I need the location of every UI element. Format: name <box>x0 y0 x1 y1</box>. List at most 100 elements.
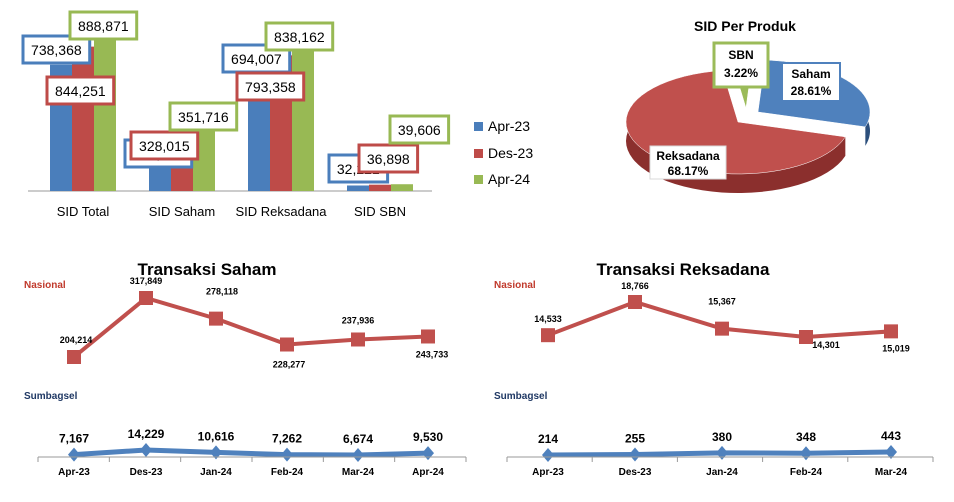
legend-label-apr24: Apr-24 <box>488 171 530 187</box>
point-nasional <box>351 332 365 347</box>
bar-value-label: 844,251 <box>55 83 106 99</box>
point-sumbagsel <box>542 448 554 462</box>
value-label-sumbagsel: 255 <box>625 431 645 445</box>
bar-value-label: 793,358 <box>245 79 296 95</box>
pie-label-value-saham: 28.61% <box>791 84 832 98</box>
line-category-label: Apr-23 <box>58 467 90 478</box>
point-sumbagsel <box>629 447 641 462</box>
point-sumbagsel <box>281 447 293 462</box>
value-label-sumbagsel: 9,530 <box>413 430 443 444</box>
value-label-nasional: 15,367 <box>708 297 736 307</box>
point-sumbagsel <box>352 448 364 462</box>
point-nasional <box>799 330 813 344</box>
point-nasional <box>67 350 81 364</box>
value-label-nasional: 228,277 <box>273 360 306 370</box>
series-label-nasional: Nasional <box>494 280 536 291</box>
sid-bar-chart: SID Total SID Saham SID Reksadana SID SBN 7… <box>21 10 533 219</box>
point-nasional <box>628 295 642 309</box>
legend-label-des23: Des-23 <box>488 145 533 161</box>
value-label-nasional: 317,849 <box>130 276 163 286</box>
bar-value-label: 888,871 <box>78 18 129 34</box>
bar-value-label: 838,162 <box>274 29 325 45</box>
bar-apr24-sid-reksadana <box>292 47 314 191</box>
pie-label-name-reksadana: Reksadana <box>656 149 720 163</box>
line-category-label: Mar-24 <box>342 467 375 478</box>
value-label-nasional: 243,733 <box>416 349 449 359</box>
pie-title: SID Per Produk <box>694 18 796 34</box>
line-chart-title: Transaksi Saham <box>138 260 277 279</box>
line-category-label: Apr-24 <box>412 467 444 478</box>
bar-category-label: SID Total <box>57 204 110 219</box>
point-sumbagsel <box>716 445 728 460</box>
bar-apr23-sid-reksadana <box>248 72 270 191</box>
line-category-label: Apr-23 <box>532 467 564 478</box>
pie-label-name-saham: Saham <box>791 67 830 81</box>
line-category-label: Feb-24 <box>271 467 304 478</box>
pie-label-value-sbn: 3.22% <box>724 66 758 80</box>
legend-swatch-apr23 <box>474 122 483 131</box>
line-category-label: Jan-24 <box>706 467 738 478</box>
bar-category-label: SID Saham <box>149 204 215 219</box>
bar-apr24-sid-total <box>94 39 116 191</box>
bar-value-label: 36,898 <box>367 151 410 167</box>
bar-category-label: SID SBN <box>354 204 406 219</box>
legend-swatch-des23 <box>474 149 483 158</box>
point-nasional <box>541 328 555 343</box>
line-nasional <box>72 295 429 359</box>
pie-label-box-sbn <box>712 41 770 89</box>
line-category-label: Des-23 <box>130 467 163 478</box>
bar-value-box <box>168 101 239 132</box>
value-label-nasional: 204,214 <box>60 335 93 345</box>
bar-value-label: 328,015 <box>139 138 190 154</box>
bar-value-label: 694,007 <box>231 51 282 67</box>
point-sumbagsel <box>422 446 434 461</box>
point-nasional <box>715 321 729 336</box>
bar-value-label: 351,716 <box>178 109 229 125</box>
line-category-label: Mar-24 <box>875 467 908 478</box>
point-sumbagsel <box>210 445 222 460</box>
value-label-nasional: 278,118 <box>206 287 238 297</box>
pie-label-box-reksadana <box>649 145 727 180</box>
bar-value-box <box>68 10 139 41</box>
bar-des23-sid-sbn <box>369 184 391 191</box>
series-label-sumbagsel: Sumbagsel <box>494 391 548 402</box>
legend-swatch-apr24 <box>474 175 483 184</box>
bar-value-box <box>388 114 451 145</box>
value-label-sumbagsel: 6,674 <box>343 432 373 446</box>
value-label-sumbagsel: 348 <box>796 430 816 444</box>
value-label-nasional: 14,533 <box>534 314 562 324</box>
value-label-sumbagsel: 7,167 <box>59 432 89 446</box>
value-label-sumbagsel: 10,616 <box>198 429 235 443</box>
point-sumbagsel <box>140 443 152 457</box>
pie-label-value-reksadana: 68.17% <box>668 164 709 178</box>
point-nasional <box>209 311 223 326</box>
point-sumbagsel <box>800 446 812 461</box>
bar-value-box <box>357 143 420 174</box>
value-label-nasional: 237,936 <box>342 315 375 325</box>
line-sumbagsel <box>73 447 429 458</box>
bar-value-box <box>235 71 306 102</box>
value-label-sumbagsel: 380 <box>712 430 732 444</box>
point-nasional <box>139 291 153 305</box>
pie-label-name-sbn: SBN <box>728 48 753 62</box>
bar-value-box <box>45 75 116 106</box>
point-sumbagsel <box>68 447 80 462</box>
value-label-nasional: 18,766 <box>621 281 649 291</box>
value-label-sumbagsel: 14,229 <box>128 427 165 441</box>
transaksi-reksadana-chart: Transaksi Reksadana Nasional Sumbagsel 14,5… <box>494 260 934 478</box>
bar-value-label: 39,606 <box>398 122 441 138</box>
point-nasional <box>280 337 294 352</box>
line-category-label: Des-23 <box>619 467 652 478</box>
sid-per-produk-pie: SID Per Produk SBN 3.22% Saham 28.61% Reksad… <box>625 18 871 193</box>
bar-category-label: SID Reksadana <box>235 204 327 219</box>
value-label-nasional: 14,301 <box>812 340 840 350</box>
bar-value-box <box>264 21 335 52</box>
series-label-nasional: Nasional <box>24 280 66 291</box>
value-label-nasional: 15,019 <box>882 343 910 353</box>
line-chart-title: Transaksi Reksadana <box>597 260 770 279</box>
series-label-sumbagsel: Sumbagsel <box>24 391 78 402</box>
bar-apr24-sid-sbn <box>391 184 413 191</box>
value-label-sumbagsel: 7,262 <box>272 432 302 446</box>
point-nasional <box>421 329 435 344</box>
